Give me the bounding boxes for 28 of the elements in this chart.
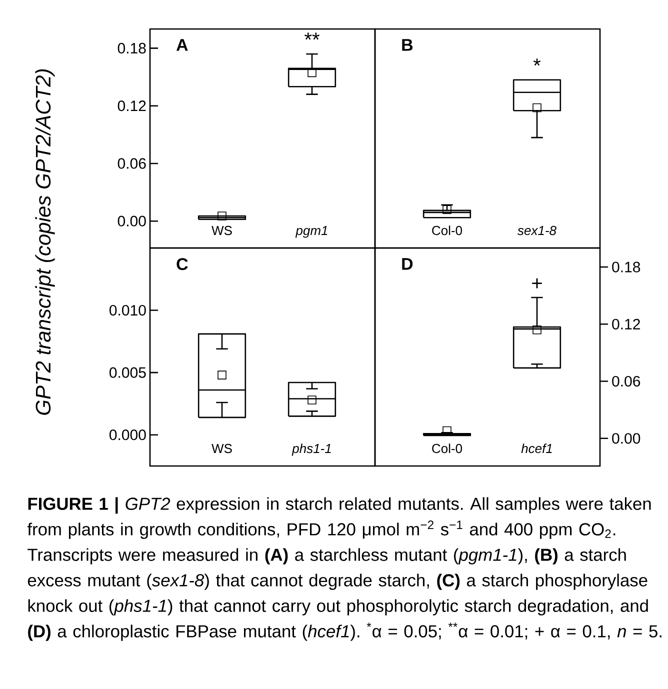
annotation: +	[532, 278, 542, 288]
chart-title: D	[402, 258, 413, 270]
y-tick-label: 0.000	[110, 430, 146, 440]
y2-tick-label: 0.00	[612, 433, 640, 444]
y2-tick-label: 0.12	[612, 318, 640, 330]
chart-title: C	[176, 258, 188, 270]
y-tick-label: 0.00	[118, 216, 146, 226]
x-tick-label: WS	[212, 226, 232, 236]
chart-title: B	[402, 39, 413, 51]
text: FIGURE 1 | GPT2 expression in starch related mutants. All samples were taken from plants in growth conditions, PFD 120 μmol m$^{−2}$ s$^{−1}$ and 400 ppm CO$_{2}$. Transcripts were measured in (A) a starchless mutant (pgm1-1), (B) a starch excess mutant (sex1-8) that cannot degrade starch, (C) a starch phosphorylase knock out (phs1-1) that cannot carry out phosphorolytic starch degradation, and (D) a chloroplastic FBPase mutant (hcef1). $^{*}$α = 0.05; $^{**}$α = 0.01; + α = 0.1, n = 5.	[27, 497, 662, 641]
y-tick-label: 0.12	[118, 100, 146, 112]
annotation: *	[533, 58, 541, 66]
y2-tick-label: 0.18	[612, 262, 640, 272]
chart-title: A	[176, 39, 188, 51]
x-tick-label: hcef1	[521, 444, 552, 454]
y-tick-label: 0.005	[110, 367, 146, 378]
x-tick-label: Col-0	[432, 226, 462, 236]
x-tick-label: sex1-8	[518, 226, 556, 236]
x-tick-label: Col-0	[432, 444, 462, 454]
x-tick-label: phs1-1	[292, 444, 331, 456]
y-tick-label: 0.010	[110, 304, 146, 316]
y-tick-label: 0.06	[118, 158, 146, 169]
x-tick-label: WS	[212, 444, 232, 454]
y2-tick-label: 0.06	[612, 376, 640, 387]
annotation: **	[304, 32, 320, 40]
y-tick-label: 0.18	[118, 42, 146, 54]
y-axis-title: GPT2 transcript (copies GPT2/ACT2)	[35, 69, 55, 415]
x-tick-label: pgm1	[295, 226, 328, 238]
